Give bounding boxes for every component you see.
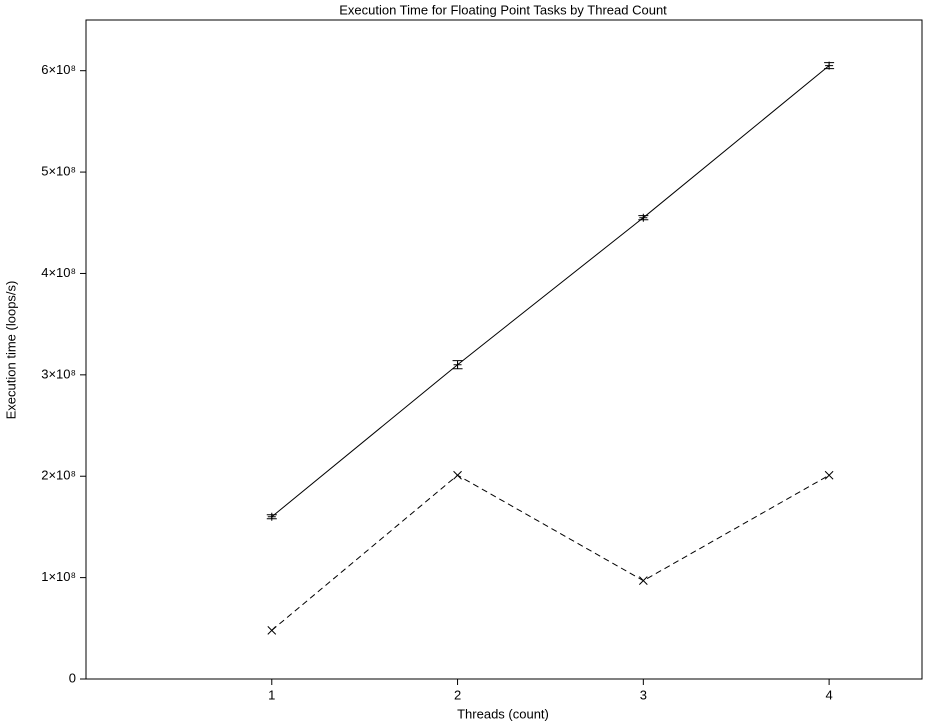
x-tick-label: 1 bbox=[268, 687, 275, 702]
error-bar bbox=[452, 360, 463, 370]
x-tick-label: 4 bbox=[825, 687, 832, 702]
chart-title: Execution Time for Floating Point Tasks … bbox=[339, 2, 667, 17]
error-bar bbox=[638, 215, 649, 221]
x-tick-label: 3 bbox=[640, 687, 647, 702]
marker bbox=[453, 470, 462, 480]
marker bbox=[638, 576, 648, 586]
series-line bbox=[271, 474, 830, 631]
x-tick-label: 2 bbox=[454, 687, 461, 702]
y-axis-label: Execution time (loops/s) bbox=[3, 281, 18, 420]
y-tick-label: 1×10⁸ bbox=[41, 569, 76, 584]
error-bar bbox=[824, 62, 835, 70]
plot-frame bbox=[85, 19, 923, 680]
y-tick-label: 5×10⁸ bbox=[41, 164, 76, 179]
y-tick-label: 0 bbox=[69, 670, 76, 685]
marker bbox=[267, 625, 277, 635]
y-tick-label: 2×10⁸ bbox=[41, 468, 76, 483]
error-bar bbox=[266, 514, 277, 520]
x-axis-label: Threads (count) bbox=[457, 706, 549, 721]
series-line bbox=[271, 65, 830, 518]
y-tick-label: 3×10⁸ bbox=[41, 366, 76, 381]
marker bbox=[824, 470, 834, 480]
y-tick-label: 4×10⁸ bbox=[41, 265, 76, 280]
y-tick-label: 6×10⁸ bbox=[41, 62, 76, 77]
